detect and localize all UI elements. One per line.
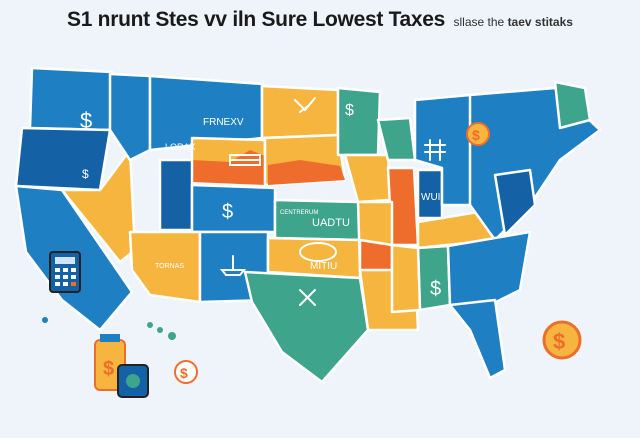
jar-symbol: $ (103, 358, 114, 380)
state-florida[interactable] (448, 298, 507, 380)
subtitle-light: sllase the (453, 15, 505, 29)
wyoming-boat-icon (229, 154, 261, 166)
state-texas[interactable] (243, 270, 370, 384)
hawaii-island (147, 322, 153, 328)
wyoming-orange-band (192, 150, 265, 185)
state-colorado[interactable] (190, 183, 277, 234)
label-arizona: TORNAS (155, 263, 184, 270)
subtitle-bold: taev stitaks (507, 15, 573, 29)
state-arizona[interactable] (128, 230, 202, 304)
coin-dollar-icon: $ (174, 360, 198, 384)
label-montana: FRNEXV (203, 117, 244, 128)
wallet-icon (117, 364, 149, 398)
dakota-handshake-icon (294, 97, 316, 113)
state-idaho[interactable] (108, 72, 152, 162)
coin-symbol: $ (472, 127, 480, 143)
hawaii-island (168, 332, 176, 340)
label-idaho: LORAX (165, 142, 196, 152)
alaska-island (42, 317, 48, 323)
label-dollar-oregon: $ (80, 108, 92, 133)
state-virginia[interactable] (493, 168, 537, 237)
calculator-icon (49, 251, 81, 293)
label-kansas-small: CENTRERUM (280, 210, 318, 216)
northeast-gate-icon (424, 139, 446, 161)
hawaii-island (157, 327, 163, 333)
map-title: S1 nrunt Stes vv iln Sure Lowest Taxes s… (0, 8, 640, 32)
state-nevada[interactable] (60, 148, 137, 264)
state-new-england[interactable] (553, 80, 592, 130)
state-georgia-carolinas[interactable] (446, 230, 532, 307)
state-minnesota[interactable] (336, 86, 382, 157)
coin-dollar-icon: $ (542, 320, 582, 360)
newmexico-ship-icon (219, 255, 247, 276)
state-tennessee[interactable] (390, 243, 422, 314)
state-washington[interactable] (28, 66, 114, 132)
coin-symbol: $ (180, 365, 188, 381)
texas-scissors-icon (299, 289, 316, 306)
south-dakota-orange-band (268, 160, 345, 185)
state-iowa[interactable] (343, 153, 392, 204)
label-dollar-minnesota: $ (345, 102, 354, 119)
coin-dollar-icon: $ (466, 122, 490, 146)
label-kansas: UADTU (312, 217, 350, 229)
coin-symbol: $ (553, 329, 565, 354)
state-wisconsin[interactable] (376, 116, 417, 162)
label-indiana: WUI (421, 192, 440, 203)
label-dollar-georgia: $ (430, 278, 441, 300)
label-dollar-colorado: $ (222, 201, 233, 223)
title-main: S1 nrunt Stes vv iln Sure Lowest Taxes (67, 8, 446, 31)
state-utah[interactable] (158, 158, 194, 232)
label-oklahoma: MITIU (310, 261, 337, 272)
oklahoma-cloud-icon (299, 242, 337, 262)
title-subtitle: sllase the taev stitaks (454, 15, 573, 29)
state-arkansas[interactable] (358, 238, 394, 272)
state-oregon[interactable] (14, 126, 112, 192)
label-dollar-nevada: $ (82, 167, 89, 181)
